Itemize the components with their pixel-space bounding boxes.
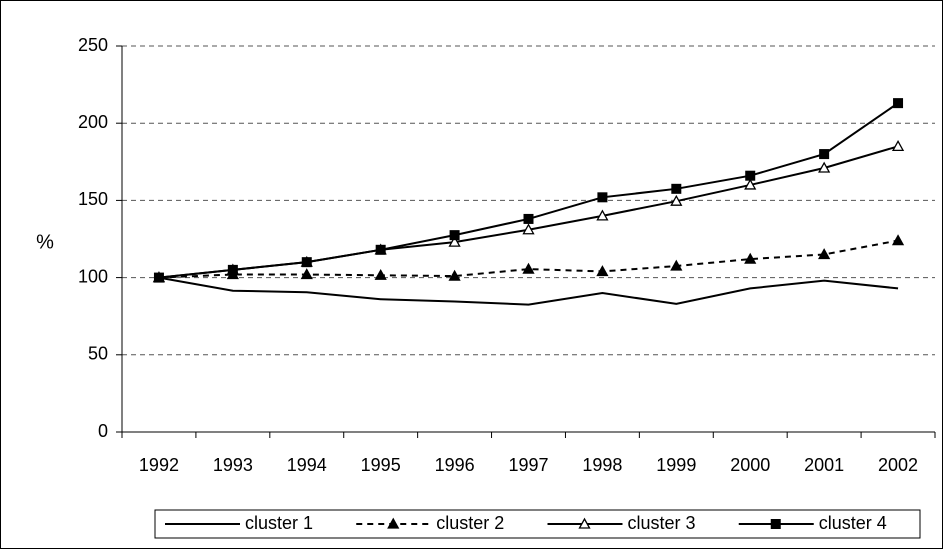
marker bbox=[818, 161, 831, 173]
marker bbox=[818, 248, 831, 260]
x-tick-label: 1994 bbox=[287, 455, 327, 475]
x-tick-label: 2002 bbox=[878, 455, 918, 475]
x-tick-label: 1999 bbox=[656, 455, 696, 475]
marker bbox=[891, 140, 905, 152]
marker bbox=[300, 268, 313, 280]
marker bbox=[375, 244, 386, 255]
marker bbox=[578, 517, 591, 529]
marker bbox=[893, 98, 904, 109]
marker bbox=[522, 262, 535, 274]
marker bbox=[153, 272, 164, 283]
marker bbox=[770, 519, 781, 529]
y-axis-label: % bbox=[36, 231, 54, 253]
x-tick-label: 1992 bbox=[139, 455, 179, 475]
x-tick-label: 2001 bbox=[804, 455, 844, 475]
marker bbox=[744, 252, 757, 264]
x-tick-label: 1996 bbox=[435, 455, 475, 475]
marker bbox=[448, 269, 461, 281]
series-line bbox=[158, 276, 899, 306]
x-tick-label: 1993 bbox=[213, 455, 253, 475]
y-tick-label: 200 bbox=[78, 112, 108, 132]
legend-label: cluster 1 bbox=[245, 513, 313, 533]
marker bbox=[745, 170, 756, 181]
marker bbox=[597, 192, 608, 203]
marker bbox=[522, 223, 535, 235]
y-tick-label: 250 bbox=[78, 35, 108, 55]
series-line bbox=[158, 239, 899, 279]
marker bbox=[891, 234, 905, 246]
y-tick-label: 150 bbox=[78, 189, 108, 209]
marker bbox=[596, 265, 609, 277]
x-tick-label: 1997 bbox=[508, 455, 548, 475]
marker bbox=[449, 230, 460, 241]
marker bbox=[819, 149, 830, 160]
marker bbox=[670, 194, 683, 206]
y-tick-label: 50 bbox=[88, 344, 108, 364]
marker bbox=[671, 183, 682, 194]
marker bbox=[744, 178, 757, 190]
marker bbox=[387, 517, 400, 529]
legend-label: cluster 2 bbox=[436, 513, 504, 533]
legend-label: cluster 4 bbox=[819, 513, 887, 533]
marker bbox=[448, 235, 461, 247]
x-tick-label: 1998 bbox=[582, 455, 622, 475]
legend-label: cluster 3 bbox=[628, 513, 696, 533]
x-tick-label: 1995 bbox=[361, 455, 401, 475]
y-tick-label: 100 bbox=[78, 266, 108, 286]
marker bbox=[596, 209, 609, 221]
marker bbox=[670, 259, 683, 271]
y-tick-label: 0 bbox=[98, 421, 108, 441]
marker bbox=[301, 257, 312, 268]
x-tick-label: 2000 bbox=[730, 455, 770, 475]
marker bbox=[374, 268, 387, 280]
marker bbox=[523, 213, 534, 224]
marker bbox=[227, 264, 238, 275]
